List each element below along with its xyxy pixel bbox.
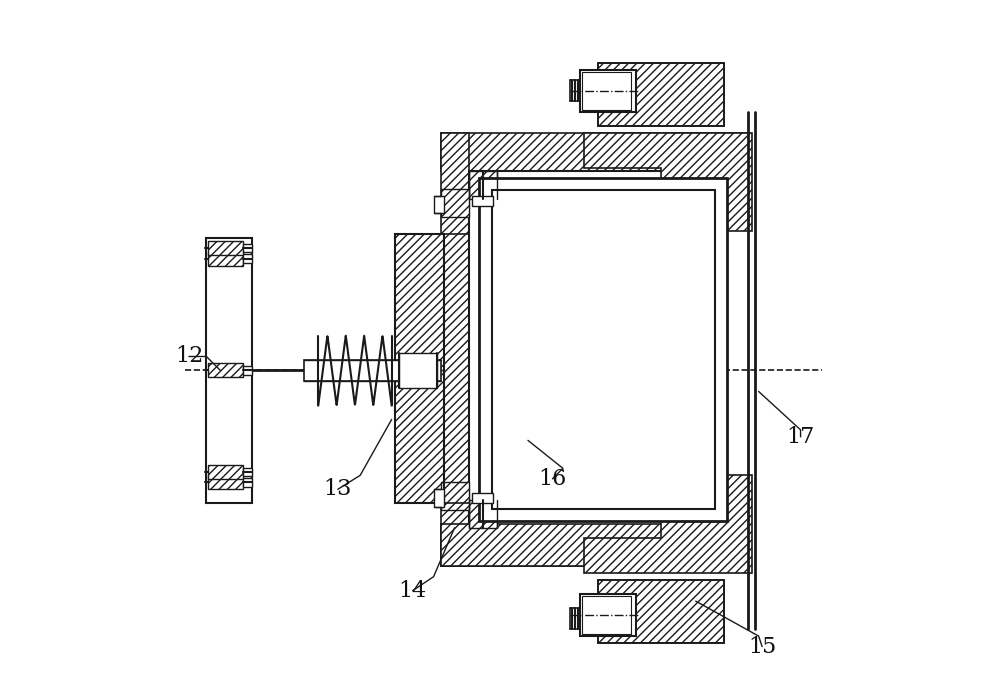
Text: 13: 13 [324,478,352,500]
Bar [208,252,243,266]
Bar [598,580,724,643]
Polygon shape [584,475,752,573]
Bar [400,354,418,387]
Text: 12: 12 [175,345,203,368]
Bar [434,196,444,213]
Bar [472,493,493,503]
Bar [469,500,497,528]
Bar [243,478,252,487]
Bar [582,596,631,634]
Bar [580,594,636,636]
Bar [208,475,243,489]
Bar [441,189,469,217]
Bar [479,178,727,521]
Bar [598,580,724,643]
Text: 14: 14 [398,579,427,602]
Bar [304,360,441,381]
Bar [472,196,493,206]
Text: 17: 17 [786,426,815,448]
Bar [469,171,497,199]
Bar [243,244,252,252]
Bar [395,234,444,503]
Bar [206,238,252,503]
Bar [395,234,444,503]
Bar [208,241,243,255]
Bar [441,528,748,566]
Bar [469,171,720,528]
Bar [580,70,636,112]
Bar [582,72,631,110]
Bar [434,489,444,507]
Bar [208,465,243,479]
Bar [243,366,252,375]
Bar [243,468,252,476]
Bar [486,189,703,510]
Bar [399,353,437,388]
Bar [208,363,243,377]
Bar [479,182,710,517]
Bar [243,254,252,263]
Bar [598,63,724,126]
Polygon shape [584,133,752,231]
Bar [441,524,748,566]
Text: 15: 15 [748,635,776,658]
Bar [441,133,469,566]
Text: 16: 16 [538,468,567,490]
Bar [441,482,469,510]
Bar [492,190,715,509]
Bar [441,133,748,171]
Bar [598,63,724,126]
